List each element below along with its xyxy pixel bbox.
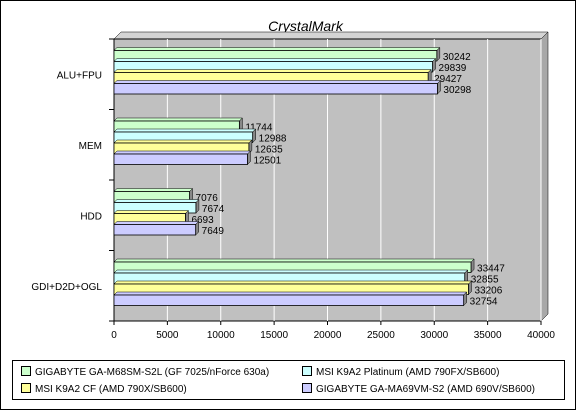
x-tick-label: 25000 xyxy=(367,330,395,341)
legend-item-series-4: GIGABYTE GA-MA69VM-S2 (AMD 690V/SB600) xyxy=(302,383,535,397)
bar-top-face xyxy=(113,58,437,62)
x-tick-label: 10000 xyxy=(207,330,235,341)
category-label: ALU+FPU xyxy=(57,70,102,81)
bar-top-face xyxy=(113,69,432,73)
bar-value-label: 29427 xyxy=(434,74,462,85)
bar xyxy=(113,224,197,236)
x-tick-label: 20000 xyxy=(314,330,342,341)
bar-top-face xyxy=(113,80,442,84)
bar-value-label: 7076 xyxy=(196,193,219,204)
bar-value-label: 7649 xyxy=(202,226,225,237)
x-tick-label: 35000 xyxy=(474,330,502,341)
legend-label-series-4: GIGABYTE GA-MA69VM-S2 (AMD 690V/SB600) xyxy=(316,384,535,395)
x-tick-label: 40000 xyxy=(527,330,555,341)
bar-top-face xyxy=(113,139,253,144)
bar-top-face xyxy=(113,47,441,51)
plot-side-wall xyxy=(540,31,549,322)
bar-top-face xyxy=(113,188,194,192)
bar-top-face xyxy=(113,128,257,133)
legend-swatch-series-4 xyxy=(302,383,312,394)
bar-top-face xyxy=(113,291,468,296)
bar-value-label: 29839 xyxy=(439,63,467,74)
bar xyxy=(113,83,438,95)
bar-value-label: 11744 xyxy=(245,123,273,134)
bar-top-face xyxy=(113,269,469,274)
bar xyxy=(113,294,465,306)
bar-value-label: 32754 xyxy=(470,297,498,308)
legend-swatch-series-1 xyxy=(21,366,31,377)
bar-value-label: 7674 xyxy=(202,204,225,215)
bar-top-face xyxy=(113,221,200,225)
bar-value-label: 33447 xyxy=(477,264,505,275)
legend-swatch-series-2 xyxy=(302,366,312,377)
plot-top-wall xyxy=(113,31,549,40)
category-label: MEM xyxy=(79,141,102,152)
bar-top-face xyxy=(113,150,252,155)
legend-label-series-1: GIGABYTE GA-M68SM-S2L (GF 7025/nForce 63… xyxy=(35,367,270,378)
category-label: HDD xyxy=(80,211,102,222)
x-tick-label: 5000 xyxy=(156,330,179,341)
legend-item-series-2: MSI K9A2 Platinum (AMD 790FX/SB600) xyxy=(302,366,499,380)
bar-value-label: 32855 xyxy=(471,275,499,286)
bar-top-face xyxy=(113,117,243,122)
legend-label-series-3: MSI K9A2 CF (AMD 790X/SB600) xyxy=(35,384,187,395)
bar-value-label: 6693 xyxy=(191,215,214,226)
x-tick-label: 30000 xyxy=(420,330,448,341)
chart-title: CrystalMark xyxy=(268,18,344,34)
bar-value-label: 12988 xyxy=(259,134,287,145)
bar-value-label: 12635 xyxy=(255,145,283,156)
bar-value-label: 30242 xyxy=(443,52,471,63)
bar-value-label: 12501 xyxy=(253,156,281,167)
bar-value-label: 33206 xyxy=(474,286,502,297)
bar-top-face xyxy=(113,280,473,285)
bar-value-label: 30298 xyxy=(443,85,471,96)
bar-top-face xyxy=(113,210,190,214)
bar xyxy=(113,153,248,165)
legend-item-series-1: GIGABYTE GA-M68SM-S2L (GF 7025/nForce 63… xyxy=(21,366,269,380)
bar-top-face xyxy=(113,199,200,203)
x-tick-label: 15000 xyxy=(260,330,288,341)
category-label: GDI+D2D+OGL xyxy=(31,282,102,293)
legend-swatch-series-3 xyxy=(21,383,31,394)
chart-legend: GIGABYTE GA-M68SM-S2L (GF 7025/nForce 63… xyxy=(12,360,565,400)
legend-item-series-3: MSI K9A2 CF (AMD 790X/SB600) xyxy=(21,383,187,397)
x-tick-label: 0 xyxy=(111,330,117,341)
bar-top-face xyxy=(113,258,475,263)
legend-label-series-2: MSI K9A2 Platinum (AMD 790FX/SB600) xyxy=(316,367,500,378)
